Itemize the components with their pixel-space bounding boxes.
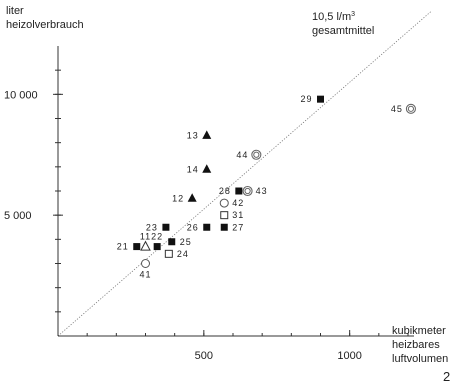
point-label: 14: [187, 164, 199, 174]
point-marker: [164, 249, 173, 258]
point-label: 12: [172, 193, 184, 203]
x-tick-label: 1000: [337, 350, 361, 362]
point-label: 11: [140, 232, 151, 242]
point-marker: [220, 223, 228, 231]
point-label: 43: [256, 186, 268, 196]
point-label: 44: [236, 150, 248, 160]
point-label: 22: [151, 232, 163, 242]
data-point-28: 28: [219, 186, 243, 196]
data-point-13: 13: [187, 130, 212, 140]
point-label: 28: [219, 186, 231, 196]
point-marker: [168, 238, 176, 246]
point-marker: [317, 95, 324, 103]
point-label: 31: [232, 210, 244, 220]
point-label: 29: [300, 94, 312, 104]
y-axis-title-line-1: liter: [6, 5, 24, 17]
point-marker: [203, 223, 211, 231]
point-marker: [219, 198, 229, 208]
point-label: 26: [187, 222, 199, 232]
x-tick-label: 500: [195, 350, 213, 362]
x-axis-title-line-2: heizbares: [392, 339, 440, 351]
point-marker-inner: [244, 187, 251, 195]
data-point-23: 23: [146, 222, 170, 232]
data-point-22: 22: [151, 232, 163, 251]
point-marker: [242, 185, 253, 197]
y-axis-title-line-2: heizolverbrauch: [6, 19, 84, 31]
point-marker: [162, 223, 170, 231]
point-label: 45: [391, 104, 403, 114]
data-point-44: 44: [236, 149, 262, 160]
point-marker: [153, 243, 161, 251]
point-marker-inner: [407, 105, 415, 112]
x-axis-title-line-1: kubikmeter: [392, 325, 446, 337]
data-point-27: 27: [220, 222, 244, 232]
point-marker: [140, 240, 151, 251]
data-point-45: 45: [391, 103, 416, 114]
point-label: 27: [232, 222, 244, 232]
point-marker: [220, 211, 229, 220]
data-point-11: 11: [140, 232, 151, 251]
data-point-41: 41: [139, 259, 151, 280]
point-label: 41: [139, 270, 151, 280]
point-marker: [235, 187, 243, 195]
point-marker: [187, 193, 197, 202]
point-label: 21: [117, 242, 129, 252]
point-label: 23: [146, 222, 158, 232]
point-label: 25: [180, 237, 192, 247]
page-number: 2: [443, 369, 450, 383]
data-point-21: 21: [117, 242, 141, 252]
data-point-29: 29: [300, 94, 324, 104]
data-point-24: 24: [164, 249, 189, 259]
point-marker: [141, 259, 150, 268]
point-label: 13: [187, 130, 199, 140]
x-axis-title-line-3: luftvolumen: [392, 353, 448, 365]
data-point-31: 31: [220, 210, 244, 220]
point-marker-inner: [253, 151, 260, 158]
data-point-14: 14: [187, 164, 212, 174]
data-point-12: 12: [172, 193, 197, 203]
data-point-42: 42: [219, 198, 244, 208]
point-marker: [251, 149, 262, 160]
point-marker: [133, 243, 141, 251]
y-tick-label: 10 000: [4, 89, 38, 101]
point-label: 42: [232, 198, 244, 208]
reference-line-exponent: 3: [351, 11, 355, 18]
point-marker: [202, 130, 212, 139]
reference-line-value: 10,5 l/m: [312, 11, 351, 23]
y-tick-label: 5 000: [4, 210, 32, 222]
data-point-43: 43: [242, 185, 268, 197]
point-marker: [405, 103, 416, 114]
data-point-25: 25: [168, 237, 192, 247]
point-marker: [202, 164, 212, 173]
reference-line: [57, 10, 432, 337]
reference-line-label: 10,5 l/m3: [312, 11, 355, 23]
data-point-26: 26: [187, 222, 211, 232]
reference-line-sublabel: gesamtmittel: [312, 25, 374, 37]
point-label: 24: [177, 249, 189, 259]
